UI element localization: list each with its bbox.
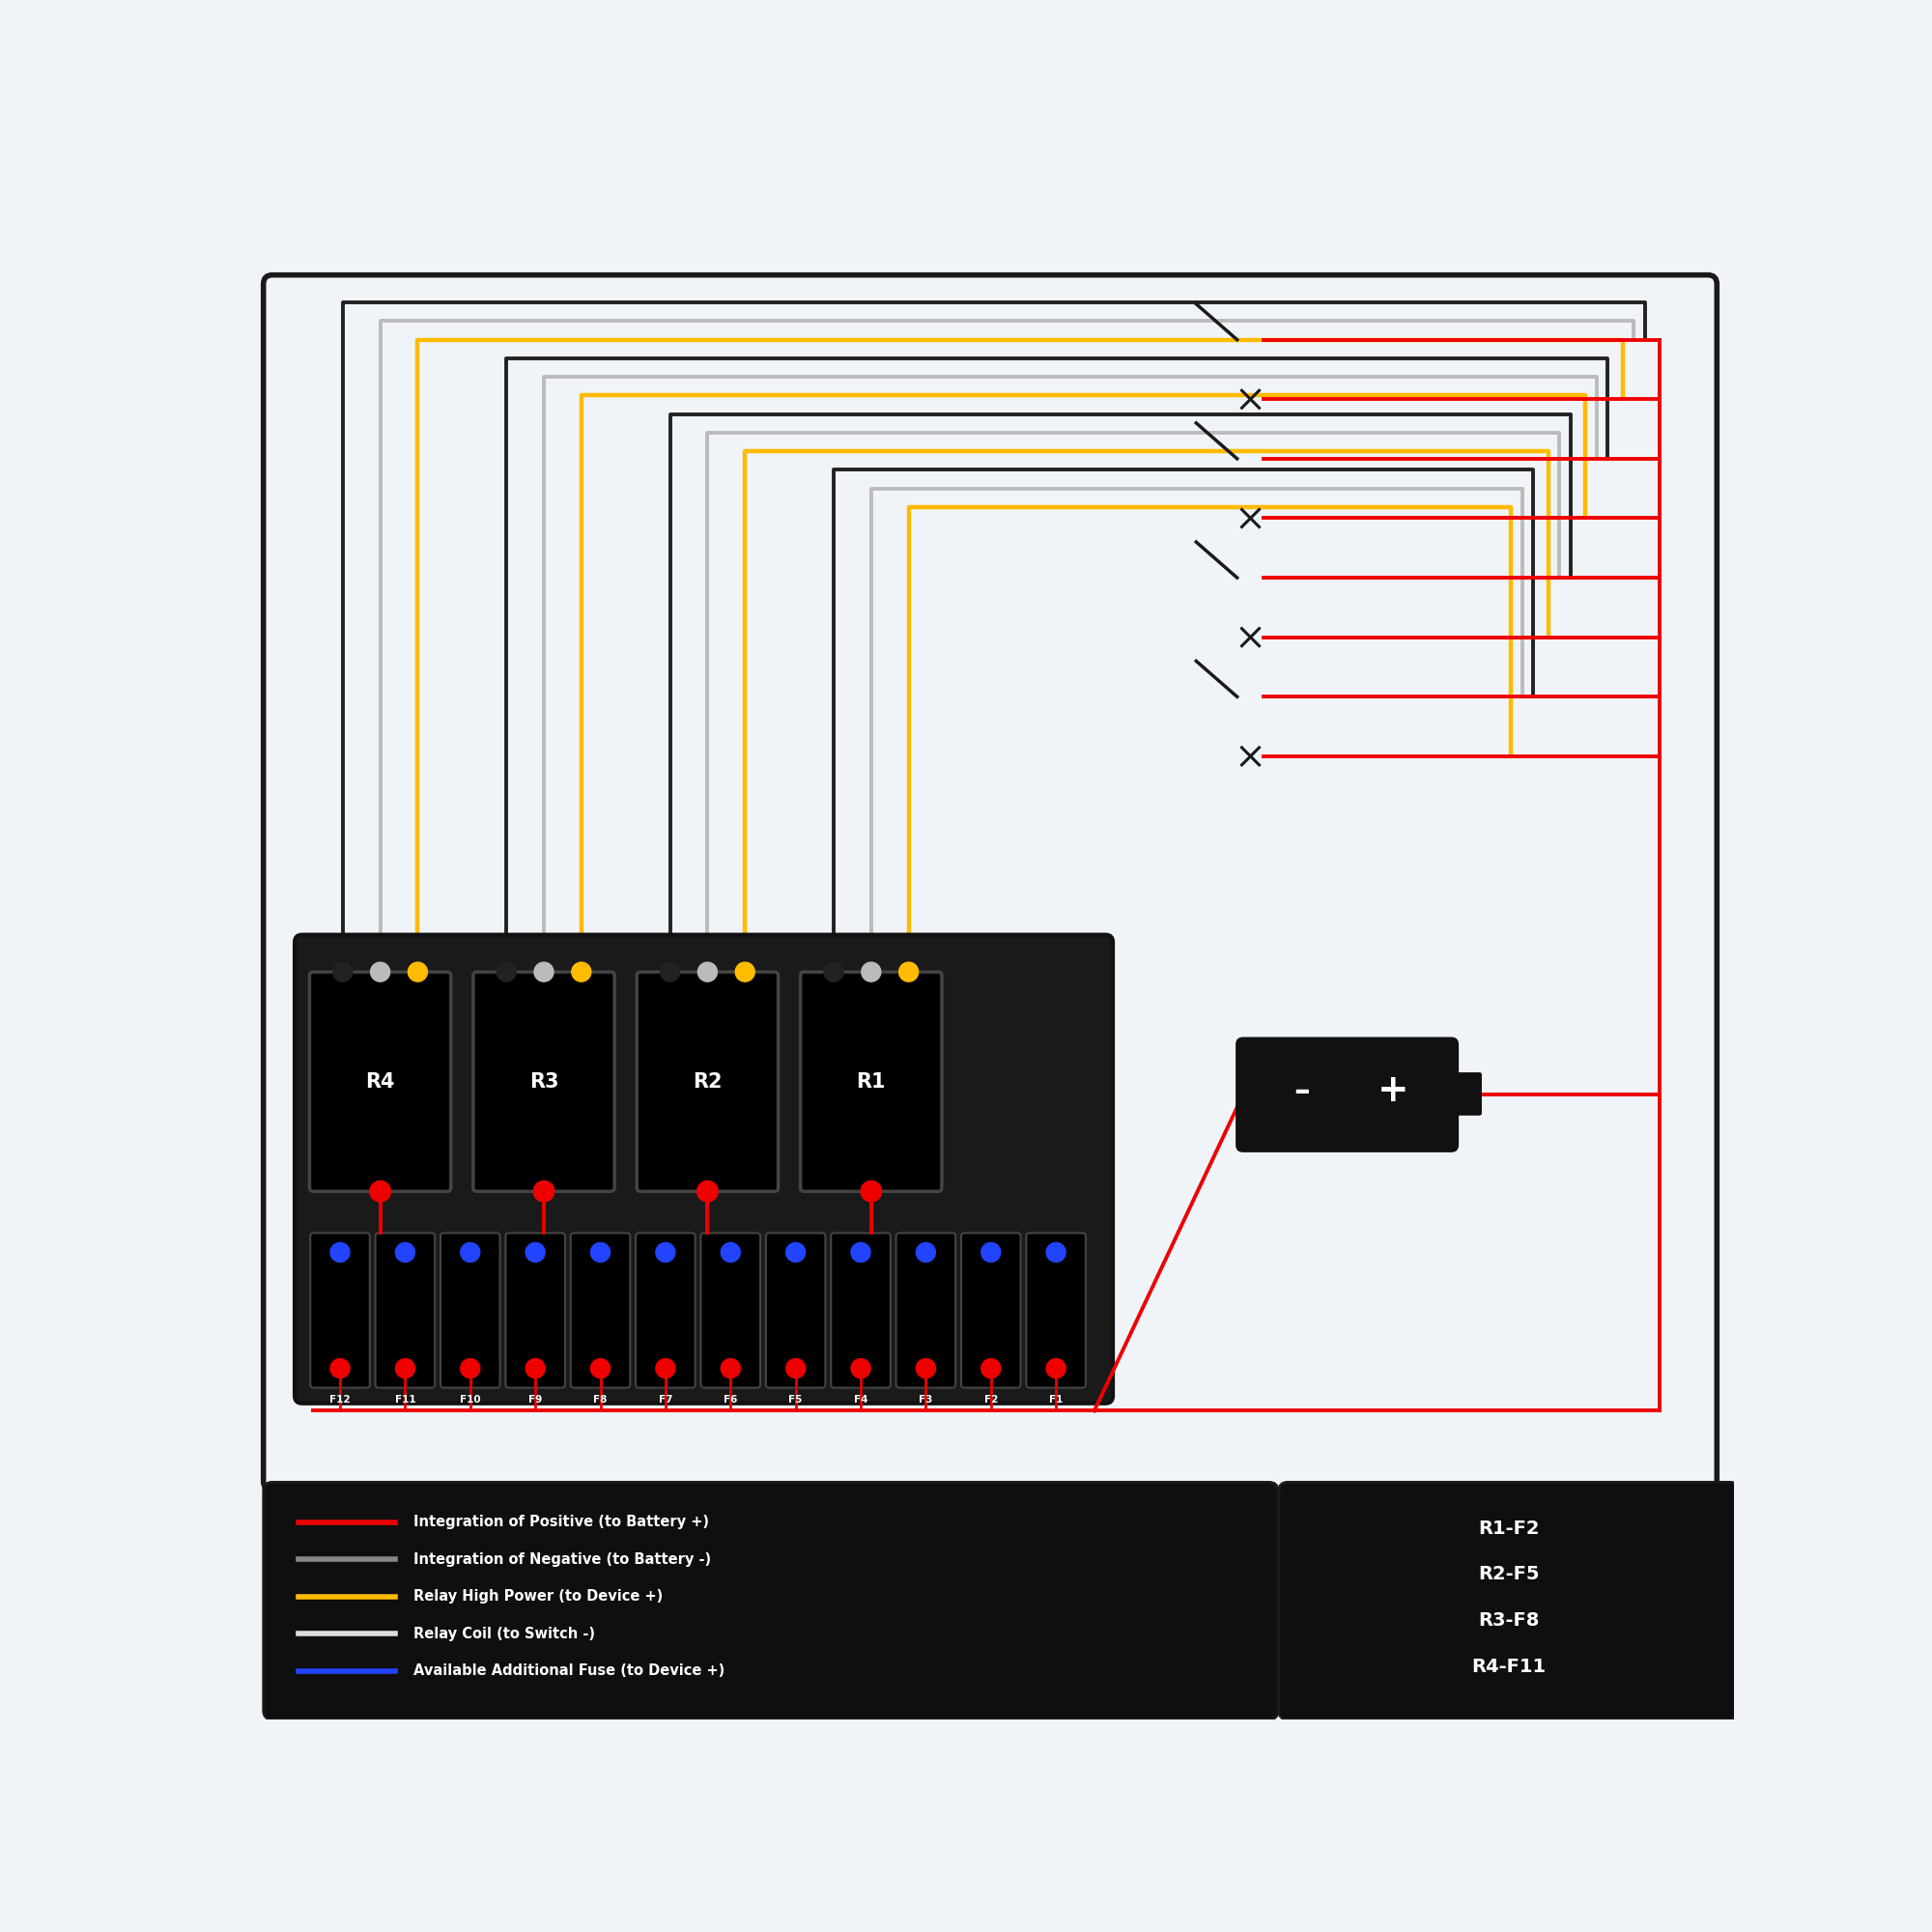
Circle shape [786, 1358, 806, 1378]
Circle shape [497, 962, 516, 981]
Text: Integration of Positive (to Battery +): Integration of Positive (to Battery +) [413, 1515, 709, 1530]
Text: R1: R1 [856, 1072, 887, 1092]
Text: Relay High Power (to Device +): Relay High Power (to Device +) [413, 1590, 663, 1604]
FancyBboxPatch shape [440, 1233, 500, 1387]
Text: R2: R2 [694, 1072, 723, 1092]
Circle shape [371, 962, 390, 981]
Circle shape [396, 1242, 415, 1262]
Circle shape [852, 1358, 871, 1378]
Text: R3-F8: R3-F8 [1478, 1611, 1540, 1631]
Text: F8: F8 [593, 1395, 607, 1405]
FancyBboxPatch shape [701, 1233, 761, 1387]
Circle shape [852, 1242, 871, 1262]
FancyBboxPatch shape [263, 274, 1718, 1490]
Text: F10: F10 [460, 1395, 481, 1405]
Text: R4-F11: R4-F11 [1472, 1658, 1546, 1675]
Circle shape [533, 962, 554, 981]
FancyBboxPatch shape [1026, 1233, 1086, 1387]
Text: Integration of Negative (to Battery -): Integration of Negative (to Battery -) [413, 1551, 711, 1567]
Text: –: – [1293, 1074, 1310, 1107]
Circle shape [661, 962, 680, 981]
Text: F3: F3 [920, 1395, 933, 1405]
Text: F11: F11 [394, 1395, 415, 1405]
Circle shape [981, 1358, 1001, 1378]
Circle shape [533, 1180, 554, 1202]
Text: R1-F2: R1-F2 [1478, 1519, 1540, 1538]
Text: Relay Coil (to Switch -): Relay Coil (to Switch -) [413, 1627, 595, 1640]
Circle shape [721, 1242, 740, 1262]
FancyBboxPatch shape [1279, 1482, 1739, 1719]
Text: +: + [1378, 1072, 1408, 1109]
Circle shape [526, 1358, 545, 1378]
Circle shape [898, 962, 918, 981]
FancyBboxPatch shape [263, 1482, 1277, 1719]
Text: F5: F5 [788, 1395, 802, 1405]
Circle shape [1047, 1242, 1066, 1262]
FancyBboxPatch shape [960, 1233, 1020, 1387]
Circle shape [332, 962, 352, 981]
Circle shape [330, 1242, 350, 1262]
Circle shape [396, 1358, 415, 1378]
FancyBboxPatch shape [765, 1233, 825, 1387]
Circle shape [330, 1358, 350, 1378]
Circle shape [981, 1242, 1001, 1262]
Circle shape [1047, 1358, 1066, 1378]
Circle shape [408, 962, 427, 981]
Text: F1: F1 [1049, 1395, 1063, 1405]
Text: F4: F4 [854, 1395, 867, 1405]
Circle shape [460, 1358, 479, 1378]
Text: R2-F5: R2-F5 [1478, 1565, 1540, 1584]
Text: R4: R4 [365, 1072, 394, 1092]
Circle shape [736, 962, 755, 981]
Circle shape [916, 1242, 935, 1262]
Circle shape [526, 1242, 545, 1262]
Circle shape [862, 962, 881, 981]
Circle shape [697, 1180, 719, 1202]
Text: Available Additional Fuse (to Device +): Available Additional Fuse (to Device +) [413, 1663, 724, 1679]
Text: F9: F9 [529, 1395, 543, 1405]
FancyBboxPatch shape [638, 972, 779, 1192]
Text: F12: F12 [330, 1395, 350, 1405]
FancyBboxPatch shape [1236, 1037, 1459, 1151]
FancyBboxPatch shape [311, 1233, 369, 1387]
FancyBboxPatch shape [570, 1233, 630, 1387]
Circle shape [460, 1242, 479, 1262]
Circle shape [369, 1180, 390, 1202]
FancyBboxPatch shape [375, 1233, 435, 1387]
Circle shape [721, 1358, 740, 1378]
FancyBboxPatch shape [636, 1233, 696, 1387]
Circle shape [823, 962, 844, 981]
Circle shape [862, 1180, 881, 1202]
FancyBboxPatch shape [296, 935, 1113, 1403]
Circle shape [916, 1358, 935, 1378]
FancyBboxPatch shape [473, 972, 614, 1192]
Text: F7: F7 [659, 1395, 672, 1405]
Circle shape [697, 962, 717, 981]
Text: F2: F2 [983, 1395, 997, 1405]
Circle shape [591, 1242, 611, 1262]
FancyBboxPatch shape [1449, 1072, 1482, 1115]
FancyBboxPatch shape [896, 1233, 956, 1387]
Text: R3: R3 [529, 1072, 558, 1092]
FancyBboxPatch shape [800, 972, 941, 1192]
FancyBboxPatch shape [309, 972, 450, 1192]
Text: F6: F6 [724, 1395, 738, 1405]
Circle shape [591, 1358, 611, 1378]
FancyBboxPatch shape [506, 1233, 564, 1387]
Circle shape [786, 1242, 806, 1262]
Circle shape [655, 1358, 674, 1378]
FancyBboxPatch shape [831, 1233, 891, 1387]
Circle shape [655, 1242, 674, 1262]
Circle shape [572, 962, 591, 981]
